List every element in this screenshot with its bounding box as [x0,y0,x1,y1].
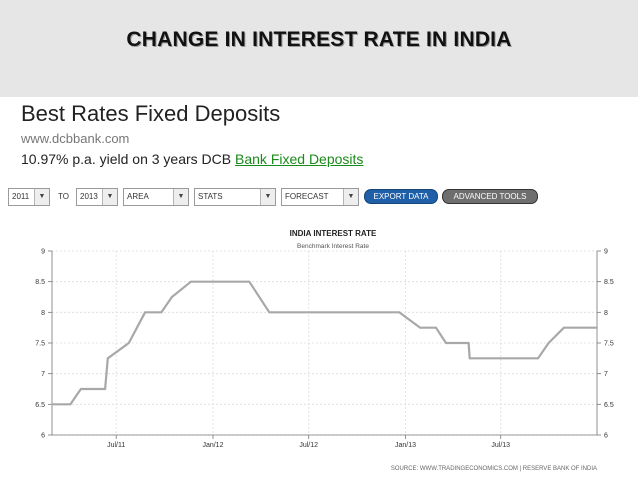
x-tick-label: Jul/12 [299,442,318,449]
data-point [51,403,53,406]
series-line [52,280,597,406]
slide-title: CHANGE IN INTEREST RATE IN INDIA [126,28,512,51]
y-tick-label-left: 9 [41,249,45,256]
y-tick-label-right: 7.5 [604,341,614,348]
data-point [80,388,82,390]
chart-title: INDIA INTEREST RATE [290,229,377,238]
y-tick-label-right: 8.5 [604,279,614,286]
from-year-select[interactable]: 2011 ▼ [8,188,50,206]
from-year-value: 2011 [12,192,30,201]
data-point [435,326,437,329]
forecast-select[interactable]: FORECAST ▼ [281,188,359,206]
x-tick-label: Jul/13 [491,442,510,449]
y-tick-label-right: 9 [604,249,608,256]
chevron-down-icon: ▼ [343,189,358,205]
data-point [467,342,470,344]
stats-label: STATS [198,192,223,201]
data-point [69,403,72,406]
x-tick-label: Jan/12 [202,442,223,449]
data-point [106,357,109,360]
y-tick-label-left: 8 [41,310,45,317]
data-point [445,342,447,344]
chevron-down-icon: ▼ [173,189,188,205]
ad-yield-line: 10.97% p.a. yield on 3 years DCB Bank Fi… [21,151,363,167]
data-point [537,357,539,360]
data-point [419,326,422,329]
x-tick-label: Jul/11 [107,442,125,449]
chart-points [51,280,598,406]
data-point [268,311,271,314]
y-tick-label-left: 7 [41,371,45,378]
area-select[interactable]: AREA ▼ [123,188,189,206]
data-point [160,311,163,314]
data-point [547,342,550,344]
chevron-down-icon: ▼ [102,189,117,205]
data-point [127,342,130,344]
y-tick-label-left: 6 [41,433,45,440]
data-point [248,280,251,283]
y-tick-label-left: 6.5 [35,402,45,409]
data-point [171,296,173,298]
y-tick-label-right: 6.5 [604,402,614,409]
x-tick-label: Jan/13 [395,442,416,449]
chevron-down-icon: ▼ [260,189,275,205]
slide-header-band [0,0,638,97]
stats-select[interactable]: STATS ▼ [194,188,276,206]
y-tick-label-right: 7 [604,371,608,378]
y-tick-label-right: 8 [604,310,608,317]
chart-axes: 9 9 8.5 8.5 8 8 7.5 7.5 7 7 6.5 6.5 6 6 Jul/11 Jan/12 Ju… [35,249,614,450]
ad-fixed-deposits-link[interactable]: Bank Fixed Deposits [235,151,364,167]
chevron-down-icon: ▼ [34,189,49,205]
y-tick-label-right: 6 [604,433,608,440]
data-point [562,326,565,329]
data-point [104,388,107,390]
y-tick-label-left: 7.5 [35,341,45,348]
ad-yield-text: 10.97% p.a. yield on 3 years DCB [21,151,236,167]
y-tick-label-left: 8.5 [35,279,45,286]
ad-url[interactable]: www.dcbbank.com [21,131,130,146]
chart-grid [52,250,597,436]
data-point [596,326,598,329]
chart-series [52,280,597,406]
data-point [144,311,147,314]
ad-title[interactable]: Best Rates Fixed Deposits [21,101,281,126]
forecast-label: FORECAST [285,192,329,201]
data-point [189,280,192,283]
export-data-button[interactable]: EXPORT DATA [364,189,438,204]
to-label: TO [58,192,69,201]
area-label: AREA [127,192,149,201]
data-point [398,311,401,314]
chart-subtitle: Benchmark Interest Rate [297,243,369,250]
to-year-value: 2013 [80,192,98,201]
advanced-tools-button[interactable]: ADVANCED TOOLS [442,189,538,204]
data-point [468,357,471,360]
to-year-select[interactable]: 2013 ▼ [76,188,118,206]
chart-source: SOURCE: WWW.TRADINGECONOMICS.COM | RESER… [391,466,597,472]
